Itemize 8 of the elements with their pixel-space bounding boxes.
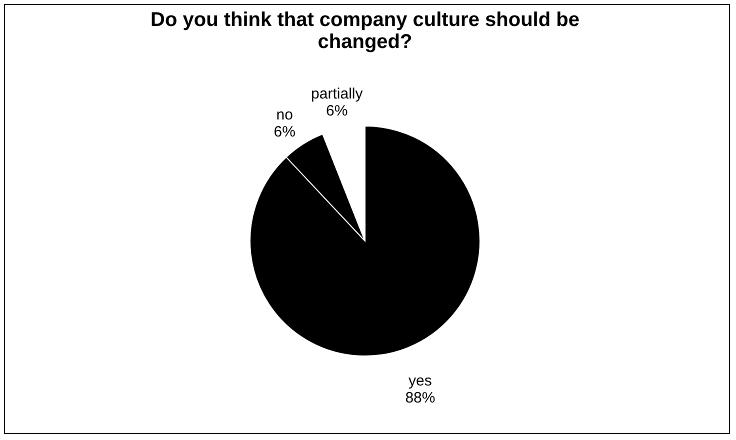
- slice-label: yes: [408, 372, 432, 390]
- slice-label: no: [276, 106, 293, 124]
- data-label: 6%: [274, 123, 296, 140]
- chart-title: Do you think that company culture should be changed?: [150, 9, 580, 53]
- data-label: 6%: [326, 102, 348, 120]
- slice-label: partially: [311, 86, 364, 103]
- pie-slice: [250, 126, 480, 356]
- data-label: 88%: [405, 389, 436, 406]
